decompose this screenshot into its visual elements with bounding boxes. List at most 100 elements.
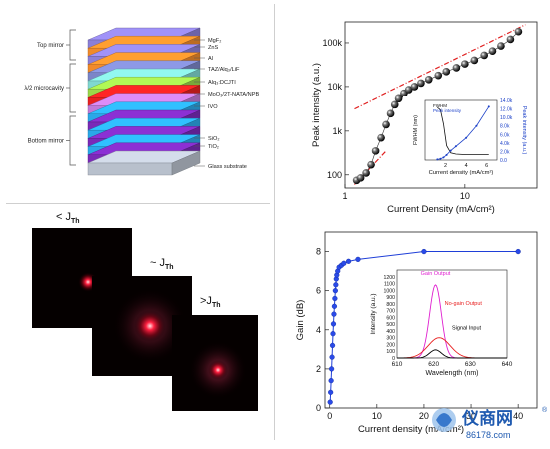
gain-point <box>332 295 338 302</box>
data-point <box>356 174 365 182</box>
group-label: λ/2 microcavity <box>24 86 64 92</box>
gain-point <box>330 331 336 337</box>
group-bracket <box>69 29 76 61</box>
y-tick-label: 2 <box>316 364 321 374</box>
group-label: Bottom mirror <box>28 139 64 145</box>
inset-y-tick-label: 700 <box>386 309 395 315</box>
watermark-url: 86178.com <box>466 430 511 440</box>
layer-label: MoO₃/2T-NATA/NPB <box>208 92 259 98</box>
group-bracket <box>69 63 76 113</box>
inset-series-label: No-gain Output <box>445 301 483 307</box>
data-point <box>434 71 443 80</box>
inset-y-tick-label: 1200 <box>383 275 395 281</box>
y-tick-label: 6 <box>316 286 321 296</box>
inset-x-label: Current density (mA/cm²) <box>429 170 494 176</box>
data-point <box>371 147 380 155</box>
watermark-name: 仪商网 <box>461 408 513 428</box>
inset-peak-point <box>439 157 442 160</box>
inset-x-tick-label: 620 <box>428 361 439 368</box>
data-point <box>394 94 403 103</box>
gain-point <box>329 354 335 360</box>
inset-x-label: Wavelength (nm) <box>425 370 478 377</box>
spot-image <box>172 315 258 411</box>
layer-side-face <box>171 150 201 176</box>
group-label: Top mirror <box>37 43 64 49</box>
inset-y-left-label: FWHM (nm) <box>413 115 419 145</box>
panel-divider-horizontal <box>6 203 270 204</box>
y-tick-label: 8 <box>316 247 321 257</box>
gain-point <box>341 260 347 266</box>
gain-point <box>333 282 339 288</box>
inset-y-tick-label: 1000 <box>383 288 395 294</box>
gain-point <box>421 248 427 255</box>
gain-point <box>330 321 337 327</box>
inset-y-tick-label: 300 <box>386 336 395 342</box>
x-tick-label: 10 <box>372 411 382 421</box>
x-tick-label: 20 <box>419 411 429 421</box>
spot-glow <box>134 310 166 342</box>
inset-y-tick-label: 200 <box>386 342 395 348</box>
inset-legend-fwhm: FWHM <box>433 103 447 108</box>
inset-fwhm-line <box>437 106 489 155</box>
gain-point <box>331 311 337 317</box>
x-axis-label: Current Density (mA/cm²) <box>387 204 495 215</box>
inset-y-tick-label: 400 <box>386 329 395 335</box>
gain-point <box>328 366 335 372</box>
inset-x-tick-label: 4 <box>465 163 468 169</box>
inset-y-tick-label: 900 <box>386 295 395 301</box>
gain-point <box>329 342 336 349</box>
inset-peak-point <box>442 156 445 159</box>
inset-y-tick-label: 1100 <box>384 282 395 288</box>
data-point <box>480 51 488 60</box>
layer-label: MgF₂ <box>208 38 221 44</box>
inset-y-right-tick-label: 14.0k <box>500 98 513 104</box>
y-axis-label: Gain (dB) <box>295 300 306 341</box>
panel-divider-vertical <box>274 4 275 440</box>
inset-y-right-tick-label: 2.0k <box>500 149 510 155</box>
x-tick-label: 10 <box>460 191 470 201</box>
spot-label: >JTh <box>200 295 221 309</box>
inset-legend-peak: Peak intensity <box>433 108 462 113</box>
spot-label: ~ JTh <box>150 257 174 271</box>
fit-line <box>354 24 526 110</box>
inset-y-right-tick-label: 12.0k <box>500 107 513 113</box>
emission-spot-images: < JTh ~ JTh >JTh <box>32 211 258 411</box>
inset-x-tick-label: 630 <box>465 361 476 368</box>
inset-y-right-tick-label: 8.0k <box>500 124 510 130</box>
data-point <box>404 86 413 94</box>
layer-label: IVO <box>208 104 218 110</box>
x-tick-label: 30 <box>466 411 476 421</box>
data-point <box>497 42 505 50</box>
peak-intensity-chart: 100 1k 10k 100k 1 10 Current Density (mA/cm²) P… <box>311 21 538 215</box>
plot-frame <box>344 21 538 189</box>
data-point <box>452 64 461 72</box>
data-point <box>362 169 370 177</box>
inset-y-tick-label: 500 <box>386 322 395 328</box>
group-bracket <box>69 115 76 166</box>
svg-text:®: ® <box>542 406 548 414</box>
layer-stack <box>87 27 201 176</box>
data-point <box>514 27 523 36</box>
inset-background <box>365 264 513 378</box>
gain-point <box>332 288 338 294</box>
gain-point <box>515 248 521 255</box>
inset-series-label: Signal Input <box>452 326 482 332</box>
inset-y-tick-label: 0 <box>392 356 395 362</box>
y-axis-label: Peak intensity (a.u.) <box>311 63 322 147</box>
inset-peak-point <box>465 136 468 139</box>
y-tick-label: 4 <box>316 325 321 335</box>
inset-x-tick-label: 2 <box>444 163 447 169</box>
layer-label: Al <box>208 56 213 62</box>
data-point <box>424 76 433 84</box>
layer-label: SiO₂ <box>208 136 220 142</box>
gain-point <box>327 399 333 405</box>
inset-peak-point <box>449 149 452 152</box>
inset-y-tick-label: 800 <box>386 302 395 308</box>
x-tick-label: 1 <box>342 191 347 201</box>
data-point <box>461 60 469 68</box>
inset-y-right-tick-label: 0.0 <box>500 158 507 164</box>
gain-point <box>355 256 361 262</box>
data-point <box>410 83 419 91</box>
layer-label: Glass substrate <box>208 164 247 170</box>
